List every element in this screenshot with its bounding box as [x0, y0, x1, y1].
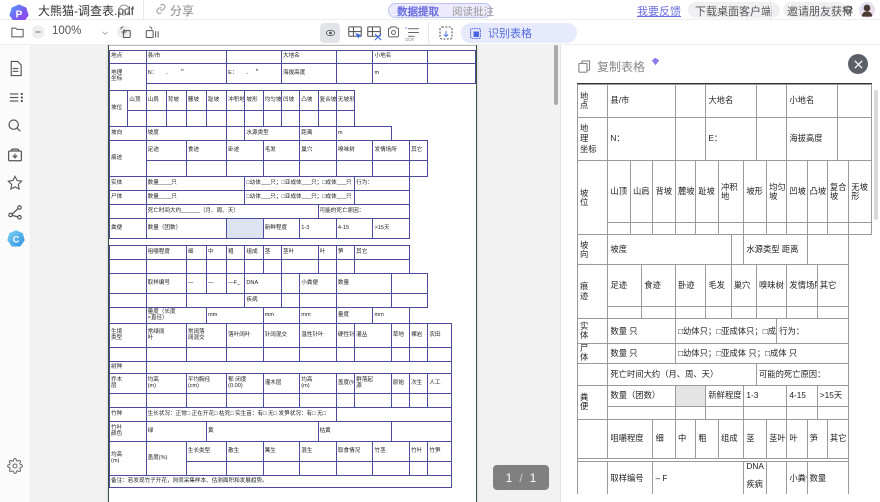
svg-text:C: C: [13, 234, 20, 244]
